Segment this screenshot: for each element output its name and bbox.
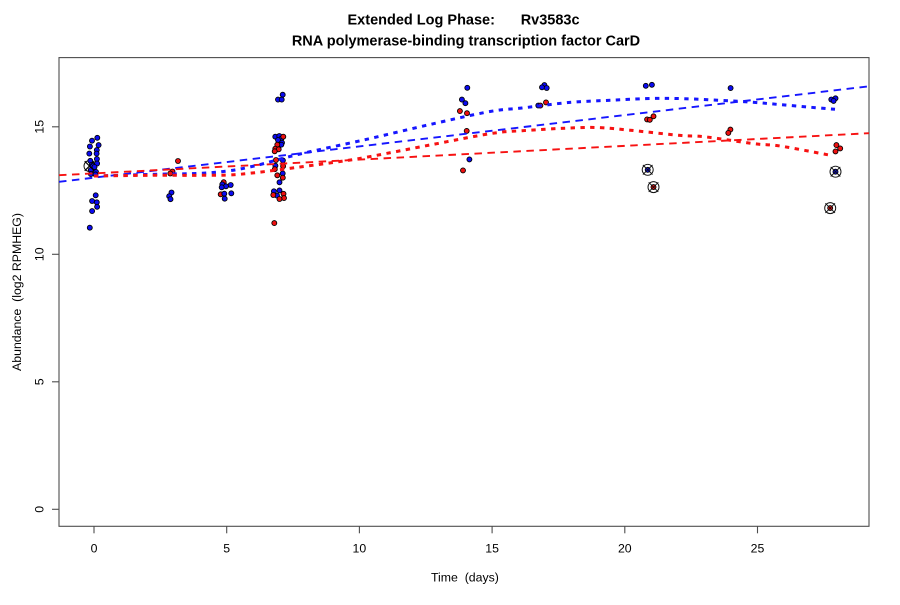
svg-text:10: 10: [33, 247, 47, 261]
svg-text:0: 0: [91, 542, 98, 556]
svg-text:Rv3583c: Rv3583c: [521, 12, 580, 28]
svg-text:10: 10: [353, 542, 367, 556]
svg-text:5: 5: [223, 542, 230, 556]
svg-text:0: 0: [33, 506, 47, 513]
svg-text:20: 20: [618, 542, 632, 556]
svg-text:RNA polymerase-binding transcr: RNA polymerase-binding transcription fac…: [292, 33, 640, 49]
svg-text:15: 15: [485, 542, 499, 556]
svg-text:15: 15: [33, 120, 47, 134]
svg-text:5: 5: [33, 378, 47, 385]
svg-text:Abundance (log2 RPMHEG): Abundance (log2 RPMHEG): [10, 213, 24, 371]
svg-text:25: 25: [751, 542, 765, 556]
svg-text:Time (days): Time (days): [431, 571, 499, 585]
svg-text:Extended Log Phase:: Extended Log Phase:: [348, 12, 495, 28]
